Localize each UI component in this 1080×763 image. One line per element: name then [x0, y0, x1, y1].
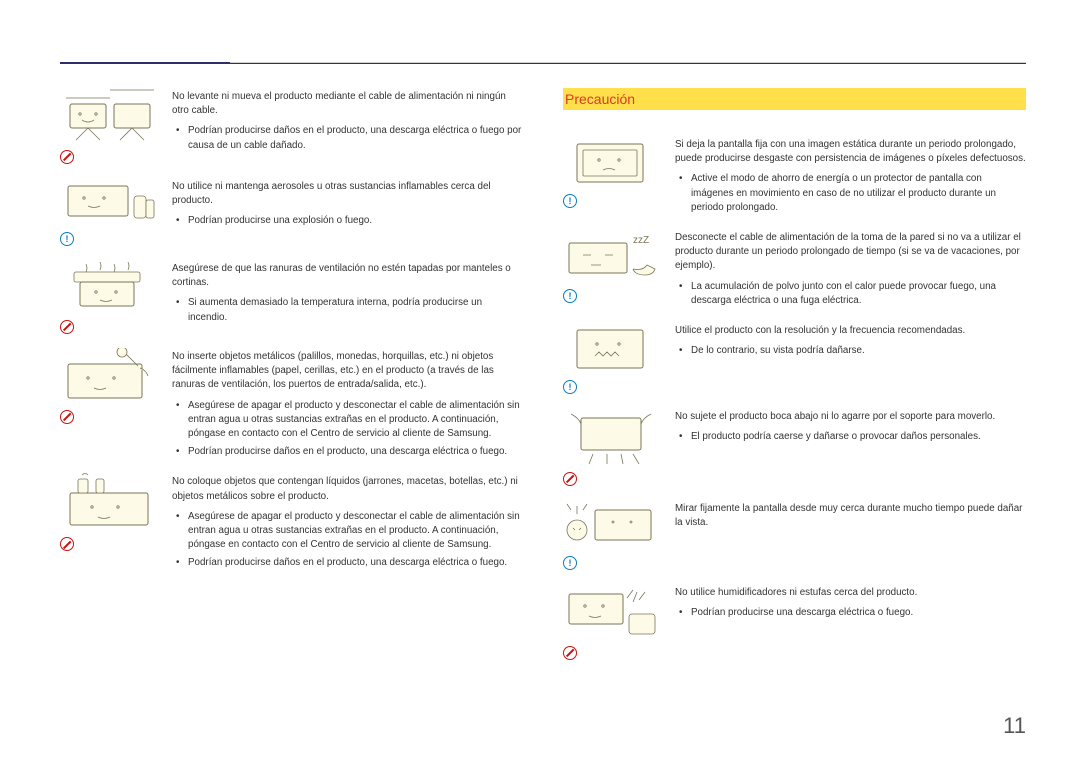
item-lead: No utilice humidificadores ni estufas ce…: [675, 587, 917, 598]
bullet: Si aumenta demasiado la temperatura inte…: [172, 296, 523, 324]
illustration-upside-down: [563, 408, 663, 486]
bullet: Podrían producirse daños en el producto,…: [172, 124, 523, 152]
safety-item: Si deja la pantalla fija con una imagen …: [563, 136, 1026, 215]
illustration-resolution: [563, 322, 663, 394]
safety-item: zzZ Desconecte el cable de alimentación …: [563, 229, 1026, 308]
illustration-liquids-on-top: [60, 473, 160, 551]
page-body: No levante ni mueva el producto mediante…: [0, 0, 1080, 690]
item-bullets: Asegúrese de apagar el producto y descon…: [172, 510, 523, 571]
bullet: Podrían producirse una descarga eléctric…: [675, 606, 1026, 620]
info-icon: [563, 380, 577, 394]
prohibit-icon: [563, 646, 577, 660]
item-bullets: Podrían producirse daños en el producto,…: [172, 124, 523, 152]
bullet: Podrían producirse daños en el producto,…: [172, 556, 523, 570]
item-text: No utilice humidificadores ni estufas ce…: [675, 584, 1026, 620]
svg-text:zzZ: zzZ: [633, 235, 649, 246]
info-icon: [563, 194, 577, 208]
bullet: Active el modo de ahorro de energía o un…: [675, 172, 1026, 215]
illustration-vent-cover: [60, 260, 160, 334]
bullet: Asegúrese de apagar el producto y descon…: [172, 399, 523, 442]
humidifier-icon: [563, 584, 663, 642]
illustration-aerosol: [60, 178, 160, 246]
upsidedown-icon: [563, 408, 663, 468]
item-text: Desconecte el cable de alimentación de l…: [675, 229, 1026, 308]
safety-item: Utilice el producto con la resolución y …: [563, 322, 1026, 394]
liquids-icon: [60, 473, 160, 533]
prohibit-icon: [563, 472, 577, 486]
item-bullets: De lo contrario, su vista podría dañarse…: [675, 344, 1026, 358]
header-rule-thin: [230, 62, 1026, 63]
prohibit-icon: [60, 537, 74, 551]
bullet: Asegúrese de apagar el producto y descon…: [172, 510, 523, 553]
safety-item: Asegúrese de que las ranuras de ventilac…: [60, 260, 523, 334]
info-icon: [563, 289, 577, 303]
caution-heading: Precaución: [563, 88, 1026, 110]
item-lead: No coloque objetos que contengan líquido…: [172, 476, 518, 501]
item-lead: No levante ni mueva el producto mediante…: [172, 91, 506, 116]
item-text: Asegúrese de que las ranuras de ventilac…: [172, 260, 523, 325]
item-lead: No inserte objetos metálicos (palillos, …: [172, 351, 494, 390]
resolution-icon: [563, 322, 663, 376]
bullet: Podrían producirse daños en el producto,…: [172, 445, 523, 459]
safety-item: No sujete el producto boca abajo ni lo a…: [563, 408, 1026, 486]
illustration-lift-by-cable: [60, 88, 160, 164]
item-text: No sujete el producto boca abajo ni lo a…: [675, 408, 1026, 444]
item-text: No levante ni mueva el producto mediante…: [172, 88, 523, 153]
item-bullets: Podrían producirse una explosión o fuego…: [172, 214, 523, 228]
illustration-humidifier: [563, 584, 663, 660]
item-text: No inserte objetos metálicos (palillos, …: [172, 348, 523, 459]
item-bullets: Active el modo de ahorro de energía o un…: [675, 172, 1026, 215]
bullet: De lo contrario, su vista podría dañarse…: [675, 344, 1026, 358]
item-bullets: Podrían producirse una descarga eléctric…: [675, 606, 1026, 620]
bullet: El producto podría caerse y dañarse o pr…: [675, 430, 1026, 444]
safety-item: No coloque objetos que contengan líquido…: [60, 473, 523, 570]
safety-item: No levante ni mueva el producto mediante…: [60, 88, 523, 164]
insert-object-icon: [60, 348, 160, 406]
prohibit-icon: [60, 410, 74, 424]
vent-cover-icon: [60, 260, 160, 316]
illustration-close-viewing: [563, 500, 663, 570]
item-bullets: Asegúrese de apagar el producto y descon…: [172, 399, 523, 460]
info-icon: [60, 232, 74, 246]
item-bullets: El producto podría caerse y dañarse o pr…: [675, 430, 1026, 444]
safety-item: No inserte objetos metálicos (palillos, …: [60, 348, 523, 459]
safety-item: No utilice humidificadores ni estufas ce…: [563, 584, 1026, 660]
illustration-unplug-vacation: zzZ: [563, 229, 663, 303]
item-text: No utilice ni mantenga aerosoles u otras…: [172, 178, 523, 229]
item-lead: Asegúrese de que las ranuras de ventilac…: [172, 263, 511, 288]
burnin-icon: [563, 136, 663, 190]
item-lead: No utilice ni mantenga aerosoles u otras…: [172, 181, 491, 206]
item-lead: Utilice el producto con la resolución y …: [675, 325, 965, 336]
illustration-insert-objects: [60, 348, 160, 424]
item-bullets: La acumulación de polvo junto con el cal…: [675, 280, 1026, 308]
item-lead: Desconecte el cable de alimentación de l…: [675, 232, 1021, 271]
lift-cable-icon: [60, 88, 160, 146]
left-column: No levante ni mueva el producto mediante…: [60, 88, 523, 660]
illustration-burn-in: [563, 136, 663, 208]
bullet: La acumulación de polvo junto con el cal…: [675, 280, 1026, 308]
item-lead: Mirar fijamente la pantalla desde muy ce…: [675, 503, 1022, 528]
item-lead: No sujete el producto boca abajo ni lo a…: [675, 411, 995, 422]
prohibit-icon: [60, 150, 74, 164]
info-icon: [563, 556, 577, 570]
safety-item: No utilice ni mantenga aerosoles u otras…: [60, 178, 523, 246]
bullet: Podrían producirse una explosión o fuego…: [172, 214, 523, 228]
item-lead: Si deja la pantalla fija con una imagen …: [675, 139, 1026, 164]
item-bullets: Si aumenta demasiado la temperatura inte…: [172, 296, 523, 324]
right-column: Precaución Si deja la pantalla fija con …: [563, 88, 1026, 660]
two-column-layout: No levante ni mueva el producto mediante…: [60, 88, 1026, 660]
page-number: 11: [1003, 713, 1026, 739]
safety-item: Mirar fijamente la pantalla desde muy ce…: [563, 500, 1026, 570]
item-text: No coloque objetos que contengan líquido…: [172, 473, 523, 570]
close-view-icon: [563, 500, 663, 552]
sleep-icon: zzZ: [563, 229, 663, 285]
aerosol-icon: [60, 178, 160, 228]
prohibit-icon: [60, 320, 74, 334]
item-text: Si deja la pantalla fija con una imagen …: [675, 136, 1026, 215]
item-text: Utilice el producto con la resolución y …: [675, 322, 1026, 358]
item-text: Mirar fijamente la pantalla desde muy ce…: [675, 500, 1026, 530]
